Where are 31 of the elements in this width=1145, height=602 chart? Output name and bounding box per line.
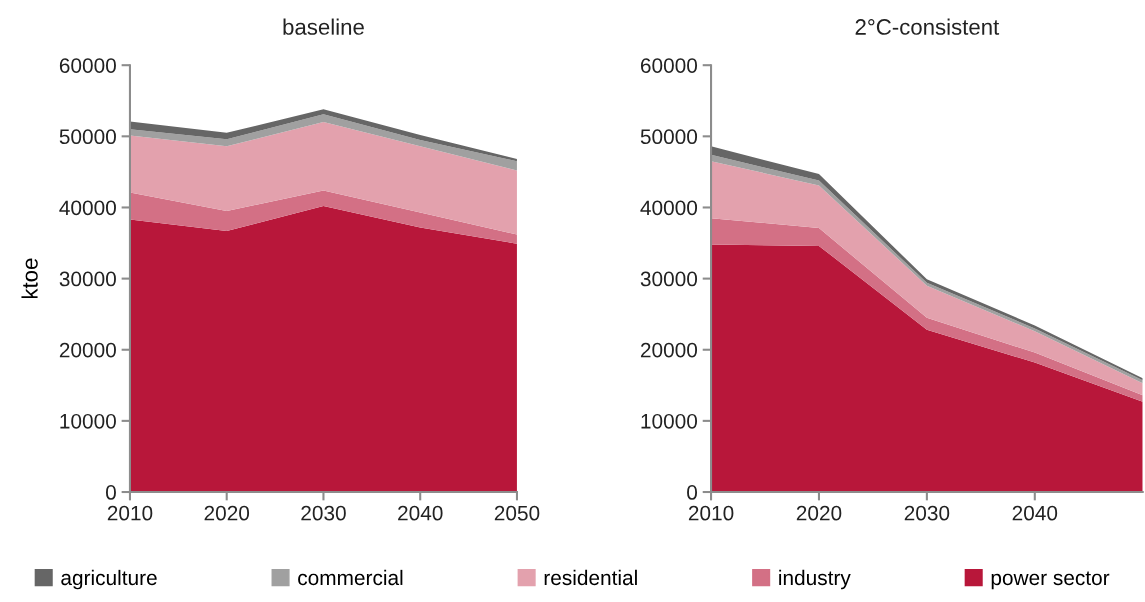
legend-label: agriculture [61, 569, 157, 590]
y-tick-label: 60000 [640, 58, 698, 73]
y-tick-label: 30000 [640, 271, 698, 287]
legend-label: industry [779, 569, 851, 590]
y-tick-label: 40000 [640, 200, 698, 216]
legend-label: commercial [298, 569, 403, 586]
x-tick-label: 2050 [494, 505, 540, 521]
x-tick-label: 2020 [204, 505, 250, 521]
x-tick-label: 2020 [796, 505, 842, 521]
chart-title: baseline [283, 18, 364, 35]
y-tick-label: 10000 [641, 413, 698, 429]
x-tick-label: 2030 [904, 505, 950, 521]
x-tick-label: 2010 [688, 505, 734, 521]
x-tick-label: 2040 [398, 505, 443, 521]
y-tick-label: 0 [687, 485, 698, 500]
y-tick-label: 50000 [59, 129, 116, 145]
chart-title: 2°C-consistent [855, 18, 1000, 35]
x-tick-label: 2040 [1012, 505, 1058, 521]
legend-label: residential [544, 569, 637, 586]
y-tick-label: 0 [105, 485, 116, 500]
x-tick-label: 2030 [301, 505, 346, 521]
y-tick-label: 60000 [59, 58, 116, 73]
y-axis-title: ktoe [21, 258, 38, 299]
y-tick-label: 40000 [59, 200, 116, 216]
y-tick-label: 50000 [640, 129, 698, 145]
y-tick-label: 20000 [640, 342, 698, 358]
y-tick-label: 20000 [59, 342, 116, 358]
y-tick-label: 10000 [60, 413, 116, 429]
x-tick-label: 2010 [107, 505, 153, 521]
y-tick-label: 30000 [59, 271, 116, 287]
legend-label: power sector [991, 571, 1110, 590]
